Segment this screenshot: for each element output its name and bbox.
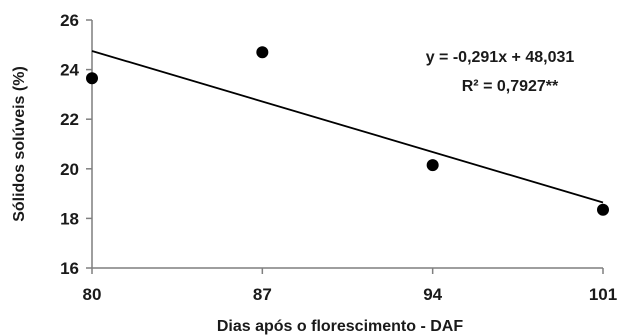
x-ticks: 80 87 94 101 bbox=[83, 268, 617, 304]
r-squared-annotation: R² = 0,7927** bbox=[462, 78, 559, 95]
x-tick-label: 87 bbox=[253, 285, 272, 304]
axes bbox=[91, 20, 603, 269]
x-tick-label: 101 bbox=[589, 285, 617, 304]
x-tick-label: 94 bbox=[423, 285, 442, 304]
data-point bbox=[597, 203, 609, 216]
y-axis-title: Sólidos solúveis (%) bbox=[11, 66, 28, 222]
y-tick-label: 26 bbox=[60, 11, 79, 30]
y-tick-label: 22 bbox=[60, 110, 79, 129]
data-point bbox=[426, 159, 439, 172]
y-tick-label: 18 bbox=[60, 209, 79, 228]
y-tick-label: 16 bbox=[60, 259, 79, 278]
data-points bbox=[86, 46, 609, 216]
equation-annotation: y = -0,291x + 48,031 bbox=[426, 49, 575, 66]
data-point bbox=[86, 72, 98, 85]
trendline bbox=[91, 50, 604, 204]
x-axis-title: Dias após o florescimento - DAF bbox=[217, 318, 463, 335]
y-tick-label: 24 bbox=[60, 61, 79, 80]
data-point bbox=[256, 46, 269, 59]
y-ticks: 16 18 20 22 24 26 bbox=[60, 11, 92, 278]
y-tick-label: 20 bbox=[60, 160, 79, 179]
x-tick-label: 80 bbox=[83, 285, 102, 304]
